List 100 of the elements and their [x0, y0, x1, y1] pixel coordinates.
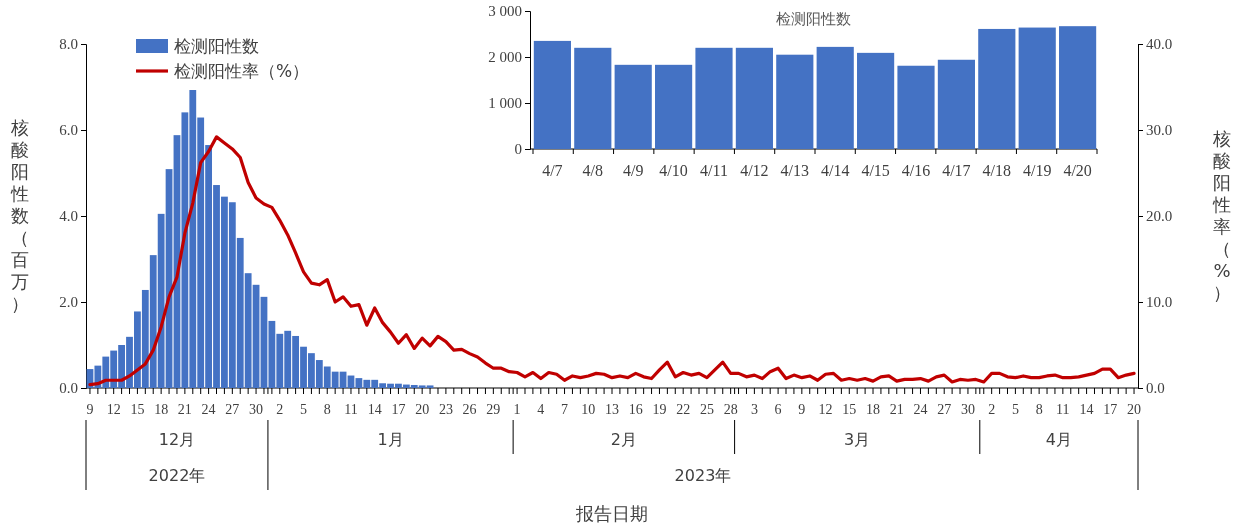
- x-tick-label: 16: [628, 402, 643, 417]
- x-tick-label: 9: [798, 402, 806, 417]
- chart-title: 检测阳性数: [776, 10, 851, 28]
- x-tick-label: 4/18: [982, 162, 1012, 179]
- text: 2023年: [674, 466, 732, 485]
- x-tick-label: 26: [462, 402, 477, 417]
- x-tick-label: 29: [486, 402, 501, 417]
- x-tick-label: 21: [889, 402, 904, 417]
- x-tick-label: 4/8: [582, 162, 604, 179]
- y-tick-label: 4.0: [59, 208, 78, 225]
- y2-tick-label: 40.0: [1146, 36, 1173, 53]
- x-tick-label: 5: [300, 402, 308, 417]
- x-tick-label: 13: [605, 402, 619, 417]
- line-series: [88, 135, 1136, 387]
- x-tick-label: 28: [723, 402, 738, 417]
- y2-tick-label: 30.0: [1146, 122, 1173, 139]
- bar: [655, 64, 693, 149]
- x-tick-label: 15: [842, 402, 857, 417]
- text: 3月: [844, 430, 871, 449]
- text: 2022年: [148, 466, 206, 485]
- x-tick-label: 15: [130, 402, 145, 417]
- y2-tick-label: 0.0: [1146, 380, 1165, 397]
- x-axis-title: 报告日期: [575, 503, 648, 524]
- x-tick-label: 17: [391, 402, 406, 417]
- x-tick-label: 14: [367, 402, 382, 417]
- x-tick-label: 4/12: [740, 162, 769, 179]
- x-tick-label: 4/7: [542, 162, 563, 179]
- bar: [776, 54, 814, 149]
- x-tick-label: 4: [537, 402, 545, 417]
- x-tick-label: 4/13: [780, 162, 810, 179]
- x-tick-label: 27: [937, 402, 952, 417]
- x-tick-label: 17: [1103, 402, 1118, 417]
- x-tick-label: 14: [1079, 402, 1094, 417]
- text: 12月: [158, 430, 196, 449]
- y-tick-label: 2 000: [488, 49, 522, 66]
- x-tick-label: 4/19: [1022, 162, 1052, 179]
- x-tick-label: 25: [699, 402, 714, 417]
- text: 4月: [1045, 430, 1072, 449]
- bar: [695, 47, 733, 149]
- x-tick-label: 4/10: [659, 162, 688, 179]
- x-tick-label: 8: [323, 402, 331, 417]
- y-tick-label: 0.0: [59, 380, 78, 397]
- legend-label: 检测阳性数: [174, 36, 259, 56]
- y2-tick-label: 20.0: [1146, 208, 1173, 225]
- x-tick-label: 11: [344, 402, 358, 417]
- x-tick-label: 5: [1011, 402, 1019, 417]
- x-tick-label: 1: [513, 402, 521, 417]
- x-tick-label: 4/16: [901, 162, 931, 179]
- text: 2月: [610, 430, 637, 449]
- bar: [857, 52, 895, 149]
- x-tick-label: 24: [201, 402, 216, 417]
- x-tick-label: 4/17: [942, 162, 971, 179]
- x-tick-label: 4/15: [861, 162, 890, 179]
- bar: [937, 59, 975, 149]
- bar: [1018, 27, 1056, 149]
- x-tick-label: 30: [249, 402, 264, 417]
- x-tick-label: 9: [86, 402, 94, 417]
- y-tick-label: 8.0: [59, 36, 78, 53]
- x-tick-label: 20: [415, 402, 430, 417]
- bar: [1059, 26, 1097, 149]
- bar: [897, 65, 935, 149]
- x-tick-label: 12: [106, 402, 121, 417]
- y-tick-label: 6.0: [59, 122, 78, 139]
- text: 核酸阳性数（百万）: [11, 117, 29, 314]
- text: 1月: [377, 430, 404, 449]
- x-tick-label: 4/14: [820, 162, 850, 179]
- x-tick-label: 22: [676, 402, 691, 417]
- x-tick-label: 18: [154, 402, 169, 417]
- x-tick-label: 30: [960, 402, 975, 417]
- x-tick-label: 10: [581, 402, 596, 417]
- bar: [574, 47, 612, 149]
- x-tick-label: 19: [652, 402, 667, 417]
- x-tick-label: 4/11: [700, 162, 728, 179]
- y-tick-label: 2.0: [59, 294, 78, 311]
- x-tick-label: 18: [866, 402, 881, 417]
- x-tick-label: 20: [1127, 402, 1142, 417]
- x-tick-label: 21: [177, 402, 192, 417]
- x-tick-label: 4/20: [1063, 162, 1092, 179]
- bar: [735, 47, 773, 149]
- y2-axis-title: 核酸阳性率（%）: [1212, 128, 1231, 303]
- x-tick-label: 3: [750, 402, 758, 417]
- x-tick-label: 2: [988, 402, 996, 417]
- x-tick-label: 4/9: [622, 162, 644, 179]
- y-tick-label: 0: [514, 141, 522, 158]
- bar: [614, 64, 652, 149]
- bar: [816, 46, 854, 149]
- x-tick-label: 24: [913, 402, 928, 417]
- bar: [978, 28, 1016, 149]
- x-tick-label: 12: [818, 402, 833, 417]
- x-tick-label: 2: [276, 402, 284, 417]
- legend-label: 检测阳性率（%）: [174, 61, 310, 81]
- x-tick-label: 11: [1056, 402, 1070, 417]
- bar: [533, 40, 571, 149]
- x-tick-label: 23: [438, 402, 453, 417]
- y2-tick-label: 10.0: [1146, 294, 1173, 311]
- x-tick-label: 6: [774, 402, 782, 417]
- x-tick-label: 7: [561, 402, 569, 417]
- y-tick-label: 3 000: [488, 3, 522, 20]
- x-tick-label: 27: [225, 402, 240, 417]
- x-tick-label: 8: [1035, 402, 1043, 417]
